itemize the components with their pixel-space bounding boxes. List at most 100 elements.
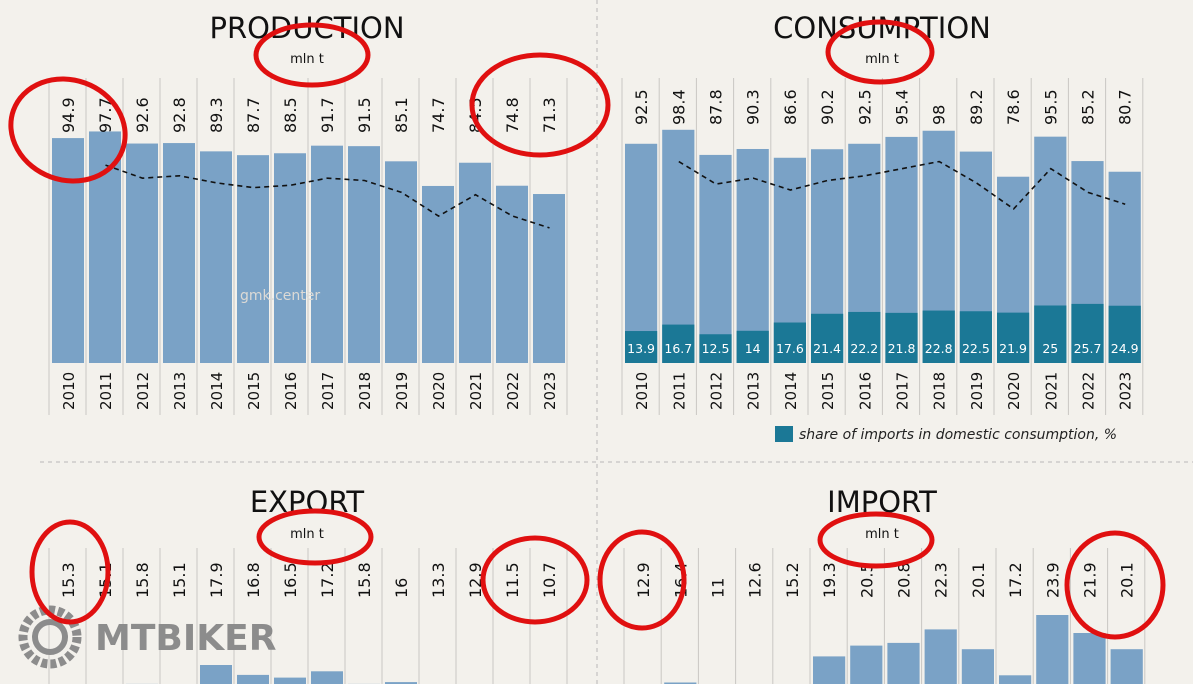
value-label: 91.7 (318, 97, 337, 133)
import-share-label: 14 (745, 341, 761, 356)
value-label: 85.2 (1079, 89, 1098, 125)
value-label: 86.6 (781, 89, 800, 125)
import-share-bar (662, 324, 695, 363)
bar (459, 162, 491, 363)
value-label: 20.1 (969, 562, 988, 598)
bar (348, 146, 380, 363)
value-label: 15.1 (170, 562, 189, 598)
annotation-circle (825, 19, 935, 85)
value-label: 91.5 (355, 97, 374, 133)
bar (89, 131, 121, 363)
import-share-label: 22.5 (962, 341, 990, 356)
year-label: 2018 (931, 372, 949, 410)
bar (274, 153, 306, 363)
import-share-label: 17.6 (776, 341, 804, 356)
value-label: 80.7 (1116, 89, 1135, 125)
import-share-label: 16.7 (664, 341, 692, 356)
value-label: 20.5 (857, 562, 876, 598)
value-label: 17.2 (318, 562, 337, 598)
annotation-circle (8, 76, 128, 184)
bar (385, 682, 417, 684)
year-label: 2014 (782, 372, 800, 410)
bar (52, 138, 84, 363)
import-share-label: 24.9 (1111, 341, 1139, 356)
import-share-label: 25.7 (1074, 341, 1102, 356)
bar (924, 629, 957, 684)
year-label: 2011 (670, 372, 688, 410)
import-share-bar (997, 312, 1030, 363)
value-label: 92.8 (170, 97, 189, 133)
value-label: 17.2 (1006, 562, 1025, 598)
year-label: 2011 (97, 372, 115, 410)
import-share-label: 13.9 (627, 341, 655, 356)
bar (311, 145, 343, 363)
production-unit: mln t (290, 52, 324, 67)
logo-text: MTBIKER (95, 618, 276, 659)
annotation-circle (1064, 530, 1166, 640)
value-label: 19.3 (820, 562, 839, 598)
import-share-bar (773, 322, 806, 363)
bar (200, 665, 232, 684)
value-label: 15.3 (59, 562, 78, 598)
bar (533, 194, 565, 363)
watermark-text: gmk.center (240, 288, 320, 304)
value-label: 95.5 (1041, 89, 1060, 125)
bar (999, 675, 1032, 684)
value-label: 92.5 (632, 89, 651, 125)
value-label: 71.3 (540, 97, 559, 133)
annotation-circle (817, 511, 935, 569)
value-label: 78.6 (1004, 89, 1023, 125)
year-label: 2012 (708, 372, 726, 410)
value-label: 12.9 (634, 562, 653, 598)
bar (422, 185, 454, 363)
annotation-circle (480, 535, 590, 625)
annotation-circle (256, 508, 374, 566)
trend-line (678, 160, 1126, 211)
value-label: 16 (392, 578, 411, 598)
bar (237, 155, 269, 363)
panel-consumption: 92.5 13.9 2010 98.4 16.7 2011 87.8 12.5 2012 90.3… (621, 78, 1144, 415)
year-label: 2020 (1005, 372, 1023, 410)
import-share-bar (885, 312, 918, 363)
panel-import: 12.9 16.4 11 12.6 15.2 19.3 20.5 20.8 22.3 20.1 17… (623, 548, 1146, 684)
bar (961, 649, 994, 684)
bar (736, 148, 769, 363)
import-share-bar (959, 311, 992, 363)
value-label: 90.3 (744, 89, 763, 125)
value-label: 22.3 (932, 562, 951, 598)
value-label: 94.9 (59, 97, 78, 133)
value-label: 98 (930, 105, 949, 125)
year-label: 2023 (1117, 372, 1135, 410)
year-label: 2014 (208, 372, 226, 410)
year-label: 2010 (60, 372, 78, 410)
import-share-bar (848, 311, 881, 363)
bar (311, 671, 343, 684)
value-label: 88.5 (281, 97, 300, 133)
year-label: 2022 (1080, 372, 1098, 410)
import-share-bar (811, 313, 844, 363)
gear-icon (18, 605, 82, 669)
year-label: 2016 (282, 372, 300, 410)
value-label: 16.8 (244, 562, 263, 598)
bar (385, 161, 417, 363)
value-label: 23.9 (1043, 562, 1062, 598)
year-label: 2019 (968, 372, 986, 410)
bar (850, 645, 883, 684)
bar (200, 151, 232, 363)
import-share-label: 22.8 (925, 341, 953, 356)
year-label: 2023 (541, 372, 559, 410)
bar (1036, 615, 1069, 684)
bar (813, 656, 846, 684)
import-share-bar (1034, 305, 1067, 363)
import-share-bar (625, 331, 658, 363)
year-label: 2012 (134, 372, 152, 410)
year-label: 2015 (245, 372, 263, 410)
year-label: 2017 (894, 372, 912, 410)
consumption-title: CONSUMPTION (773, 11, 991, 45)
import-share-label: 22.2 (850, 341, 878, 356)
value-label: 15.8 (133, 562, 152, 598)
year-label: 2018 (356, 372, 374, 410)
production-title: PRODUCTION (209, 11, 404, 45)
value-label: 13.3 (429, 562, 448, 598)
value-label: 10.7 (540, 562, 559, 598)
